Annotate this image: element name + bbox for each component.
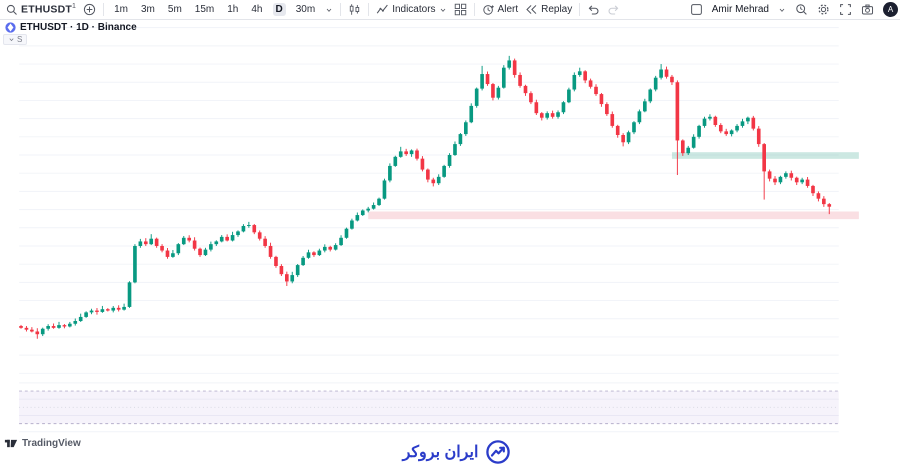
legend-symbol-text: ETHUSDT · 1D · Binance xyxy=(20,22,137,33)
layout-grid-button[interactable] xyxy=(454,3,467,16)
alert-label: Alert xyxy=(497,4,519,15)
chevron-down-icon xyxy=(9,38,14,42)
alert-button[interactable]: Alert xyxy=(482,3,519,16)
tradingview-attribution[interactable]: TradingView xyxy=(4,437,81,450)
user-name[interactable]: Amir Mehrad xyxy=(711,4,769,15)
broker-brand-text: ایران بروکر xyxy=(402,444,479,461)
save-checkbox-icon[interactable] xyxy=(690,3,703,16)
tf-4h[interactable]: 4h xyxy=(251,4,263,15)
tf-1m[interactable]: 1m xyxy=(114,4,128,15)
tradingview-logo-icon xyxy=(4,439,18,448)
user-menu-chevron-icon[interactable] xyxy=(778,6,786,14)
fullscreen-icon[interactable] xyxy=(839,3,852,16)
replay-icon xyxy=(526,5,537,14)
tf-15m[interactable]: 15m xyxy=(194,4,215,15)
chart-legend[interactable]: ETHUSDT · 1D · Binance xyxy=(5,22,137,33)
chevron-down-icon xyxy=(440,8,445,12)
quick-search-icon[interactable] xyxy=(795,3,808,16)
alert-clock-icon xyxy=(482,5,494,15)
toolbar-separator xyxy=(473,3,475,16)
symbol-search-button[interactable]: ETHUSDT1 xyxy=(6,3,76,16)
price-chart-canvas[interactable] xyxy=(0,20,900,471)
symbol-name: ETHUSDT xyxy=(21,3,72,16)
plus-circle-icon xyxy=(83,3,96,16)
eth-logo-icon xyxy=(5,22,16,33)
tf-3m[interactable]: 3m xyxy=(140,4,155,15)
broker-logo-icon xyxy=(486,440,511,464)
toolbar-separator xyxy=(368,3,370,16)
chart-area[interactable]: ETHUSDT · 1D · Binance S ایران بروکر Tra… xyxy=(0,20,900,471)
tf-5m[interactable]: 5m xyxy=(167,4,182,15)
candlestick-style-icon xyxy=(350,4,360,15)
indicators-label: Indicators xyxy=(392,4,436,15)
timeframe-menu-chevron-icon[interactable] xyxy=(325,6,333,14)
replay-button[interactable]: Replay xyxy=(525,3,572,16)
undo-icon[interactable] xyxy=(587,3,600,16)
legend-collapsed-chip[interactable]: S xyxy=(3,34,28,45)
indicators-button[interactable]: Indicators xyxy=(376,3,446,16)
tf-1h[interactable]: 1h xyxy=(227,4,239,15)
compare-add-button[interactable] xyxy=(83,3,96,16)
indicators-icon xyxy=(376,4,388,14)
broker-watermark: ایران بروکر xyxy=(376,433,538,471)
toolbar-separator xyxy=(579,3,581,16)
symbol-badge: 1 xyxy=(71,3,77,11)
replay-label: Replay xyxy=(541,4,573,15)
redo-icon[interactable] xyxy=(607,3,620,16)
tf-1d-active[interactable]: D xyxy=(272,3,286,16)
tf-30m[interactable]: 30m xyxy=(295,4,316,15)
chip-label: S xyxy=(17,35,23,44)
toolbar-separator xyxy=(340,3,342,16)
top-toolbar: ETHUSDT1 1m 3m 5m 15m 1h 4h D 30m Indica… xyxy=(0,0,900,20)
avatar[interactable]: A xyxy=(883,2,898,17)
demand-zone[interactable] xyxy=(368,211,859,220)
chart-style-button[interactable] xyxy=(348,3,361,16)
tradingview-label: TradingView xyxy=(22,438,81,449)
settings-gear-icon[interactable] xyxy=(817,3,830,16)
camera-screenshot-icon[interactable] xyxy=(861,3,874,16)
layout-grid-icon xyxy=(454,3,466,16)
toolbar-separator xyxy=(103,3,105,16)
search-icon xyxy=(6,4,17,15)
